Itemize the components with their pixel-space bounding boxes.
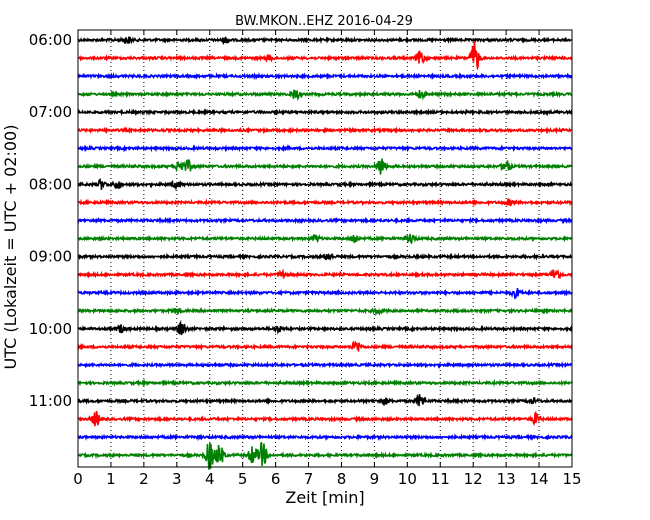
trace-1030	[77, 360, 572, 370]
trace-0945	[78, 306, 573, 317]
trace-0915	[77, 268, 573, 280]
trace-1100	[77, 393, 573, 407]
x-tick-label: 1	[106, 470, 116, 488]
x-tick-label: 5	[238, 470, 248, 488]
x-tick-label: 6	[271, 470, 281, 488]
seismogram-traces	[77, 35, 573, 470]
y-tick-label: 10:00	[29, 320, 72, 338]
trace-1145	[77, 441, 573, 470]
x-tick-label: 3	[172, 470, 182, 488]
trace-0800	[77, 178, 573, 192]
plot-frame	[77, 29, 573, 468]
x-tick-label: 8	[337, 470, 347, 488]
x-tick-label: 15	[562, 470, 581, 488]
y-tick-label: 09:00	[29, 248, 72, 266]
trace-0730	[77, 144, 573, 153]
x-tick-label: 4	[205, 470, 215, 488]
trace-0630	[77, 71, 573, 81]
trace-0645	[77, 89, 573, 101]
y-tick-label: 07:00	[29, 103, 72, 121]
y-tick-label: 08:00	[29, 175, 72, 193]
x-tick-label: 9	[370, 470, 380, 488]
trace-0845	[77, 233, 573, 245]
trace-1130	[77, 433, 573, 442]
x-axis-ticks: 0 1 2 3 4 5 6 7 8 9 10 11 12 13 14 15	[73, 30, 582, 488]
chart-title: BW.MKON..EHZ 2016-04-29	[235, 14, 413, 29]
trace-1115	[77, 410, 573, 427]
x-tick-label: 2	[139, 470, 149, 488]
x-tick-label: 11	[431, 470, 450, 488]
trace-0715	[77, 126, 573, 135]
x-tick-label: 13	[497, 470, 516, 488]
x-axis-label: Zeit [min]	[285, 488, 364, 507]
y-axis-label: UTC (Lokalzeit = UTC + 02:00)	[1, 125, 20, 370]
trace-0700	[77, 108, 573, 117]
trace-0615	[77, 41, 573, 71]
trace-0900	[77, 252, 573, 262]
y-tick-label: 06:00	[29, 31, 72, 49]
y-tick-label: 11:00	[29, 392, 72, 410]
x-tick-label: 0	[73, 470, 83, 488]
trace-0745	[77, 158, 573, 175]
x-tick-label: 12	[464, 470, 483, 488]
trace-1015	[77, 340, 573, 352]
y-axis-ticks: 06:00 07:00 08:00 09:00 10:00 11:00	[29, 31, 572, 410]
x-tick-label: 7	[304, 470, 314, 488]
trace-0600	[77, 35, 573, 46]
trace-0930	[77, 288, 573, 300]
trace-1000	[77, 319, 573, 336]
x-tick-label: 14	[530, 470, 549, 488]
grid-lines	[110, 30, 540, 467]
trace-1045	[77, 378, 573, 388]
trace-0815	[77, 198, 573, 207]
x-tick-label: 10	[398, 470, 417, 488]
trace-0830	[77, 216, 573, 225]
